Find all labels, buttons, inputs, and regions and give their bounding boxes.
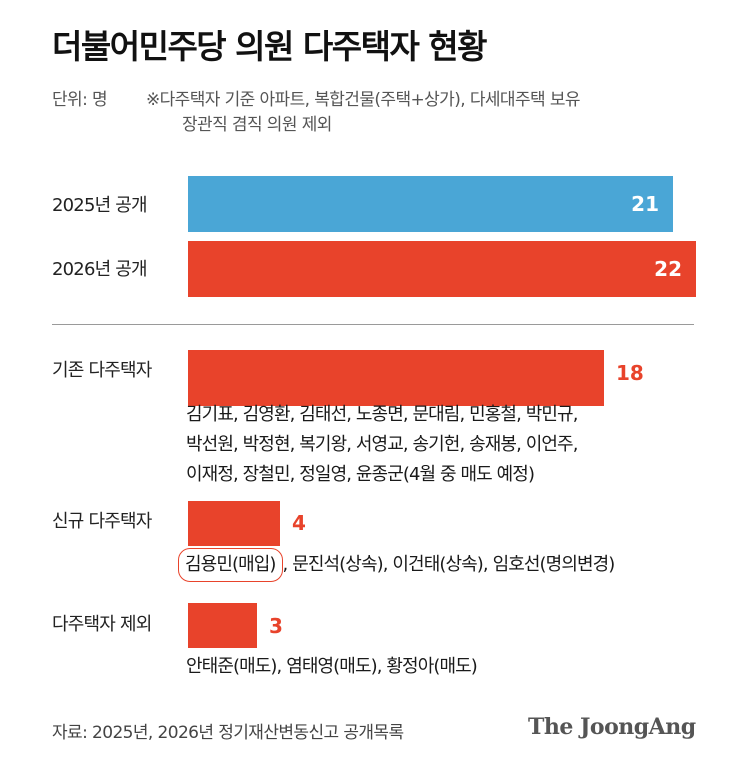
category-label-existing: 기존 다주택자 xyxy=(52,360,152,381)
bar-2025: 21 xyxy=(188,176,673,232)
chart-title: 더불어민주당 의원 다주택자 현황 xyxy=(52,27,488,66)
category-label-2026: 2026년 공개 xyxy=(52,259,148,280)
source-note: 자료: 2025년, 2026년 정기재산변동신고 공개목록 xyxy=(52,723,404,743)
existing-names-list: 김기표, 김영환, 김태선, 노종면, 문대림, 민홍철, 박민규, 박선원, … xyxy=(186,400,578,490)
value-label-2026: 22 xyxy=(654,257,682,281)
exclusion-note: 장관직 겸직 의원 제외 xyxy=(182,115,332,135)
new-names-rest: , 문진석(상속), 이건태(상속), 임호선(명의변경) xyxy=(282,554,616,575)
category-label-2025: 2025년 공개 xyxy=(52,195,148,216)
section-divider xyxy=(52,324,694,325)
criteria-note: ※다주택자 기준 아파트, 복합건물(주택+상가), 다세대주택 보유 xyxy=(146,90,581,110)
publisher-logo: The JoongAng xyxy=(528,714,696,740)
value-label-2025: 21 xyxy=(631,192,659,216)
excluded-names-list: 안태준(매도), 염태영(매도), 황정아(매도) xyxy=(186,652,478,682)
chart-notes: 단위: 명 ※다주택자 기준 아파트, 복합건물(주택+상가), 다세대주택 보유… xyxy=(52,88,581,138)
value-label-new: 4 xyxy=(292,511,306,535)
bar-existing xyxy=(188,350,604,406)
excluded-names: 안태준(매도), 염태영(매도), 황정아(매도) xyxy=(186,656,478,677)
highlighted-name: 김용민(매입) xyxy=(178,548,283,582)
bar-new xyxy=(188,501,280,546)
bar-2026: 22 xyxy=(188,241,696,297)
new-names-list: 김용민(매입), 문진석(상속), 이건태(상속), 임호선(명의변경) xyxy=(178,548,616,582)
category-label-excluded: 다주택자 제외 xyxy=(52,614,152,635)
existing-names-line-3: 이재정, 장철민, 정일영, 윤종군(4월 중 매도 예정) xyxy=(186,464,535,485)
existing-names-line-1: 김기표, 김영환, 김태선, 노종면, 문대림, 민홍철, 박민규, xyxy=(186,404,578,425)
existing-names-line-2: 박선원, 박정현, 복기왕, 서영교, 송기헌, 송재봉, 이언주, xyxy=(186,434,578,455)
unit-label: 단위: 명 xyxy=(52,90,108,110)
category-label-new: 신규 다주택자 xyxy=(52,511,152,532)
value-label-existing: 18 xyxy=(616,361,644,385)
bar-excluded xyxy=(188,603,257,648)
value-label-excluded: 3 xyxy=(269,614,283,638)
